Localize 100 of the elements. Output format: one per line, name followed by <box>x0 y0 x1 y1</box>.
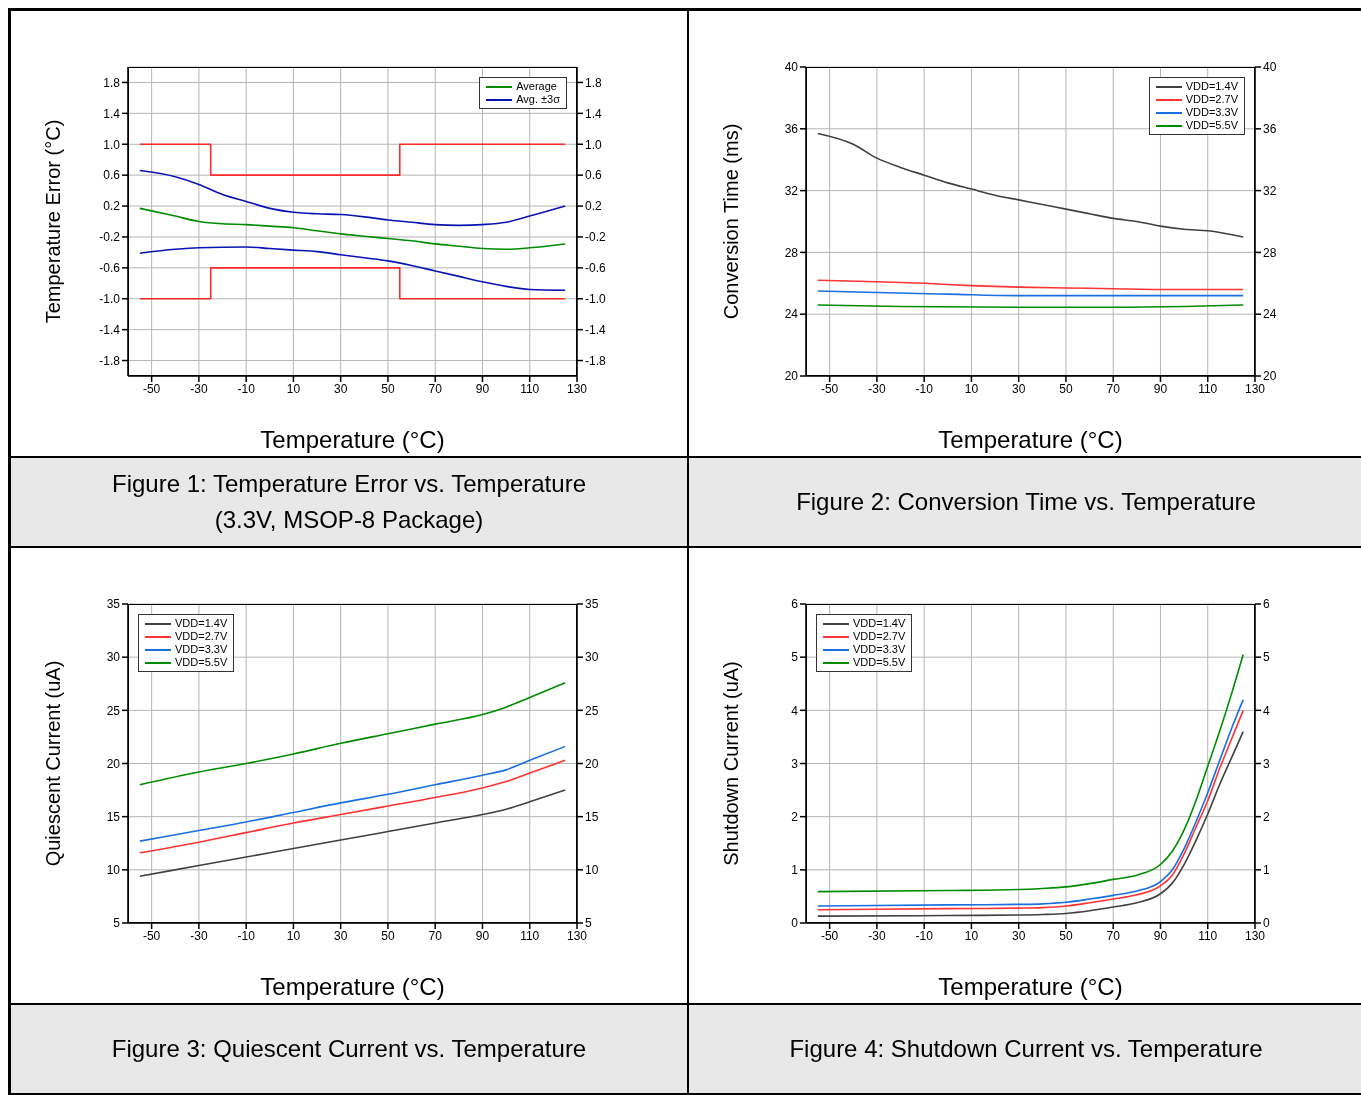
x-tick-label: -10 <box>237 381 256 396</box>
y2-tick-label: 36 <box>1263 122 1277 137</box>
y-tick-label: 28 <box>784 245 799 260</box>
y-tick-label: 30 <box>106 650 121 665</box>
x-tick-label: 110 <box>1198 928 1218 943</box>
x-tick-label: -10 <box>237 928 256 943</box>
x-tick-label: 50 <box>1059 928 1073 943</box>
x-tick-label: -30 <box>190 381 208 396</box>
y2-tick-label: 20 <box>585 756 599 771</box>
x-tick-label: 90 <box>1153 381 1168 396</box>
y-tick-label: 0.2 <box>103 199 121 214</box>
y2-tick-label: 1.0 <box>585 137 603 152</box>
x-tick-label: 50 <box>1059 381 1073 396</box>
text: Figure 1: Temperature Error vs. Temperature (3.3V, MSOP-8 Package) <box>111 469 587 535</box>
x-axis-title: Temperature (°C) <box>260 426 445 453</box>
y-tick-label: 24 <box>784 307 799 322</box>
y-tick-label: 6 <box>791 597 799 612</box>
legend-label: Avg. ±3σ <box>516 93 560 106</box>
legend-label: VDD=2.7V <box>853 630 906 643</box>
y-axis-title: Quiescent Current (uA) <box>42 660 65 867</box>
y2-tick-label: 0 <box>1263 916 1270 931</box>
legend-label: VDD=5.5V <box>1185 119 1238 132</box>
y2-tick-label: 25 <box>585 703 599 718</box>
y2-tick-label: 35 <box>585 597 599 612</box>
y2-tick-label: 5 <box>585 916 592 931</box>
legend-label: VDD=2.7V <box>175 630 228 643</box>
y2-tick-label: 1 <box>1263 863 1270 878</box>
x-tick-label: 130 <box>1244 381 1266 396</box>
y-axis-title: Temperature Error (°C) <box>42 119 65 324</box>
y2-tick-label: 1.4 <box>585 106 603 121</box>
y2-tick-label: 28 <box>1263 245 1277 260</box>
x-tick-label: 70 <box>1106 928 1121 943</box>
y-axis-title: Conversion Time (ms) <box>720 123 743 320</box>
legend-label: Average <box>516 80 557 93</box>
x-tick-label: -10 <box>915 381 934 396</box>
x-tick-label: -50 <box>142 928 161 943</box>
legend-label: VDD=2.7V <box>1185 93 1238 106</box>
legend-label: VDD=3.3V <box>1185 106 1238 119</box>
y-tick-label: 25 <box>106 703 121 718</box>
x-tick-label: 70 <box>428 381 443 396</box>
y2-tick-label: 24 <box>1263 307 1277 322</box>
y-tick-label: 15 <box>106 809 121 824</box>
x-tick-label: 30 <box>334 928 348 943</box>
y2-tick-label: -0.2 <box>585 230 606 245</box>
x-tick-label: 10 <box>964 928 979 943</box>
y-tick-label: 40 <box>784 60 799 75</box>
x-tick-label: 130 <box>1244 928 1266 943</box>
legend-label: VDD=1.4V <box>853 617 906 630</box>
legend-label: VDD=3.3V <box>853 643 906 656</box>
x-tick-label: 110 <box>520 928 540 943</box>
y-tick-label: 1.8 <box>103 75 121 90</box>
x-tick-label: 90 <box>475 381 490 396</box>
legend-label: VDD=1.4V <box>1185 80 1238 93</box>
y-tick-label: 20 <box>106 756 121 771</box>
x-tick-label: 70 <box>1106 381 1121 396</box>
x-tick-label: -30 <box>868 381 886 396</box>
legend-label: VDD=5.5V <box>175 656 228 669</box>
x-axis-title: Temperature (°C) <box>938 973 1123 1000</box>
y2-tick-label: 5 <box>1263 650 1270 665</box>
y-tick-label: 32 <box>784 183 799 198</box>
x-tick-label: -50 <box>820 928 839 943</box>
y-tick-label: 3 <box>791 756 799 771</box>
x-tick-label: -50 <box>820 381 839 396</box>
y2-tick-label: -1.8 <box>585 353 606 368</box>
y2-tick-label: 0.6 <box>585 168 603 183</box>
x-tick-label: 30 <box>334 381 348 396</box>
x-tick-label: 30 <box>1012 381 1026 396</box>
x-tick-label: 90 <box>1153 928 1168 943</box>
y2-tick-label: 40 <box>1263 60 1277 75</box>
y-tick-label: -1.0 <box>99 292 121 307</box>
y2-tick-label: 1.8 <box>585 75 603 90</box>
y-tick-label: 1 <box>791 863 799 878</box>
y2-tick-label: 0.2 <box>585 199 603 214</box>
y2-tick-label: 10 <box>585 863 599 878</box>
y-tick-label: 2 <box>791 809 799 824</box>
x-tick-label: 10 <box>286 381 301 396</box>
y2-tick-label: 15 <box>585 809 599 824</box>
legend-label: VDD=5.5V <box>853 656 906 669</box>
legend-label: VDD=3.3V <box>175 643 228 656</box>
y-tick-label: -0.6 <box>99 261 121 276</box>
y2-tick-label: -1.4 <box>585 322 606 337</box>
y2-tick-label: -0.6 <box>585 261 606 276</box>
x-tick-label: 50 <box>381 381 395 396</box>
y-tick-label: 35 <box>106 597 121 612</box>
x-tick-label: 50 <box>381 928 395 943</box>
y-axis-title: Shutdown Current (uA) <box>720 661 743 866</box>
legend-label: VDD=1.4V <box>175 617 228 630</box>
x-tick-label: 130 <box>566 381 588 396</box>
y2-tick-label: 6 <box>1263 597 1270 612</box>
y-tick-label: 10 <box>106 863 121 878</box>
y2-tick-label: 3 <box>1263 756 1270 771</box>
y-tick-label: 5 <box>113 916 121 931</box>
x-tick-label: 10 <box>964 381 979 396</box>
y-tick-label: -1.4 <box>99 322 121 337</box>
y-tick-label: -0.2 <box>99 230 121 245</box>
x-tick-label: -50 <box>142 381 161 396</box>
y-tick-label: -1.8 <box>99 353 121 368</box>
y2-tick-label: 30 <box>585 650 599 665</box>
x-tick-label: -30 <box>868 928 886 943</box>
x-axis-title: Temperature (°C) <box>260 973 445 1000</box>
